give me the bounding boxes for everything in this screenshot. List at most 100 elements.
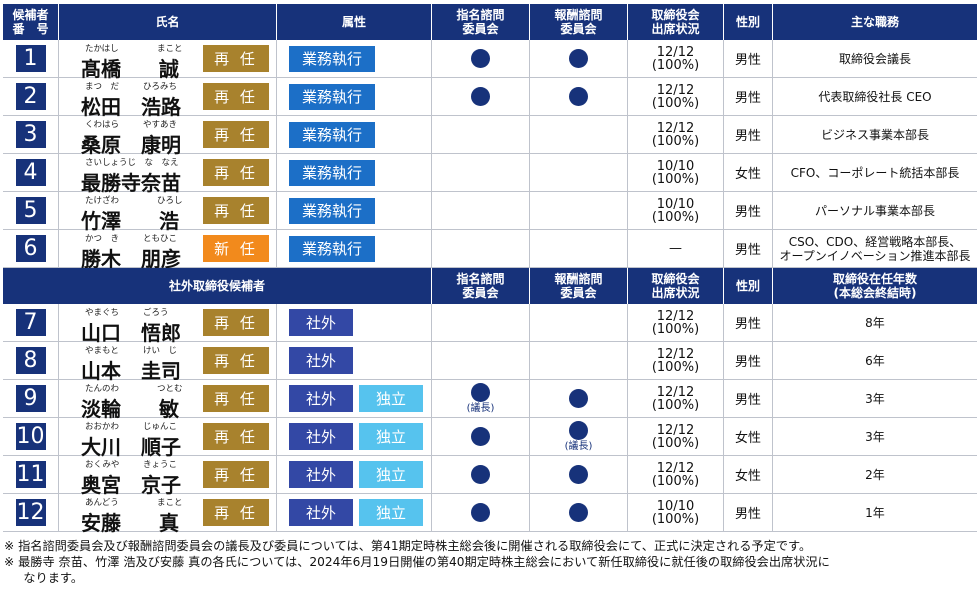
nomination-committee-cell bbox=[432, 494, 530, 531]
name-box: たんのわ 淡輪 つとむ敏 bbox=[81, 381, 199, 421]
committee-mark bbox=[471, 465, 490, 484]
executive-badge: 業務執行 bbox=[289, 235, 375, 262]
outside-badge: 社外 bbox=[289, 347, 353, 374]
header-cell: 報酬諮問 委員会 bbox=[530, 268, 628, 304]
candidate-number: 2 bbox=[15, 83, 46, 110]
gender-cell: 男性 bbox=[724, 116, 773, 153]
candidate-number: 7 bbox=[15, 309, 46, 336]
nomination-committee-cell bbox=[432, 78, 530, 115]
given-name: 順子 bbox=[141, 434, 181, 459]
header-cell: 候補者番 号 bbox=[3, 4, 59, 40]
surname: 勝木 bbox=[81, 246, 121, 271]
independent-badge: 独立 bbox=[359, 499, 423, 526]
given-name: 浩路 bbox=[141, 94, 181, 119]
remuneration-committee-cell bbox=[530, 304, 628, 341]
role: 取締役会議長 bbox=[838, 51, 911, 66]
name-cell: かつ き勝木 ともひこ 朋彦新 任 bbox=[59, 230, 277, 271]
candidate-number-cell: 10 bbox=[3, 418, 59, 455]
given-name: 誠 bbox=[159, 56, 179, 81]
gender-cell: 男性 bbox=[724, 192, 773, 229]
name-box: あんどう 安藤 まこと真 bbox=[81, 495, 199, 535]
role-cell: 3年 bbox=[773, 380, 977, 417]
attribute-badges: 社外 bbox=[277, 347, 431, 374]
furigana: やまもと bbox=[85, 345, 119, 356]
candidate-number-cell: 12 bbox=[3, 494, 59, 531]
member-dot bbox=[569, 465, 588, 484]
attribute-badges: 社外 独立 bbox=[277, 423, 431, 450]
candidate-number: 1 bbox=[15, 45, 46, 72]
furigana: ごろう bbox=[143, 307, 169, 318]
attendance: 12/12 (100%) bbox=[651, 44, 700, 73]
attendance: 12/12 (100%) bbox=[651, 422, 700, 451]
role-cell: 代表取締役社長 CEO bbox=[773, 78, 977, 115]
role-cell: パーソナル事業本部長 bbox=[773, 192, 977, 229]
attendance: 10/10 (100%) bbox=[651, 158, 700, 187]
committee-mark bbox=[569, 465, 588, 484]
attribute-cell: 業務執行 bbox=[277, 154, 432, 191]
attribute-cell: 業務執行 bbox=[277, 230, 432, 267]
gender-cell: 男性 bbox=[724, 230, 773, 267]
header-cell: 社外取締役候補者 bbox=[3, 268, 432, 304]
candidate-number: 6 bbox=[15, 235, 46, 262]
header-cell: 取締役会 出席状況 bbox=[628, 268, 724, 304]
name-box: おおかわ 大川 じゅんこ 順子 bbox=[81, 419, 199, 459]
name-box: かつ き勝木 ともひこ 朋彦 bbox=[81, 231, 199, 271]
surname: 奥宮 bbox=[81, 472, 121, 497]
footnote: ※ 指名諮問委員会及び報酬諮問委員会の議長及び委員については、第41期定時株主総… bbox=[4, 539, 812, 553]
remuneration-committee-cell bbox=[530, 116, 628, 153]
chair-label: (議長) bbox=[466, 403, 495, 414]
independent-badge: 独立 bbox=[359, 461, 423, 488]
name-box: まつ だ松田 ひろみち 浩路 bbox=[81, 79, 199, 119]
executive-badge: 業務執行 bbox=[289, 197, 375, 224]
header-cell: 取締役会 出席状況 bbox=[628, 4, 724, 40]
member-dot bbox=[471, 87, 490, 106]
given-name: 康明 bbox=[141, 132, 181, 157]
name-cell: くわはら 桑原 やすあき 康明再 任 bbox=[59, 116, 277, 157]
header-cell: 報酬諮問 委員会 bbox=[530, 4, 628, 40]
independent-badge: 独立 bbox=[359, 385, 423, 412]
gender-cell: 女性 bbox=[724, 154, 773, 191]
attribute-badges: 業務執行 bbox=[277, 235, 431, 262]
outside-badge: 社外 bbox=[289, 499, 353, 526]
name-cell: やまぐち 山口 ごろう 悟郎再 任 bbox=[59, 304, 277, 345]
gender-cell: 男性 bbox=[724, 380, 773, 417]
status-badge: 再 任 bbox=[203, 159, 269, 186]
status-badge: 再 任 bbox=[203, 309, 269, 336]
nomination-committee-cell bbox=[432, 418, 530, 455]
role: ビジネス事業本部長 bbox=[820, 127, 929, 142]
name-cell: たんのわ 淡輪 つとむ敏再 任 bbox=[59, 380, 277, 421]
remuneration-committee-cell bbox=[530, 192, 628, 229]
surname: 桑原 bbox=[81, 132, 121, 157]
role-cell: 1年 bbox=[773, 494, 977, 531]
given-name: 悟郎 bbox=[141, 320, 181, 345]
committee-mark bbox=[569, 503, 588, 522]
status-badge: 再 任 bbox=[203, 197, 269, 224]
nomination-committee-cell bbox=[432, 342, 530, 379]
attribute-badges: 社外 独立 bbox=[277, 385, 431, 412]
role-cell: 3年 bbox=[773, 418, 977, 455]
surname: 最勝寺奈苗 bbox=[81, 170, 181, 195]
nomination-committee-cell bbox=[432, 116, 530, 153]
outside-badge: 社外 bbox=[289, 385, 353, 412]
attribute-cell: 社外 bbox=[277, 342, 432, 379]
furigana: おくみや bbox=[85, 459, 120, 470]
table-row: 11 おくみや 奥宮 きょうこ 京子再 任社外 独立 12/12 (100%) 女性 2年 bbox=[3, 456, 977, 497]
role-cell: 2年 bbox=[773, 456, 977, 493]
role: 2年 bbox=[865, 467, 885, 482]
furigana: まこと bbox=[157, 43, 183, 54]
role-cell: 取締役会議長 bbox=[773, 40, 977, 77]
given-name: 圭司 bbox=[141, 358, 181, 383]
attribute-badges: 社外 独立 bbox=[277, 461, 431, 488]
remuneration-committee-cell: (議長) bbox=[530, 418, 628, 455]
attribute-cell: 業務執行 bbox=[277, 78, 432, 115]
candidate-number: 9 bbox=[15, 385, 46, 412]
attribute-cell: 業務執行 bbox=[277, 192, 432, 229]
header-cell: 指名諮問 委員会 bbox=[432, 268, 530, 304]
attendance-cell: 10/10 (100%) bbox=[628, 494, 724, 531]
name-box: さいしょうじ な なえ 最勝寺奈苗 bbox=[81, 155, 199, 195]
given-name: 朋彦 bbox=[141, 246, 181, 271]
candidate-number-cell: 1 bbox=[3, 40, 59, 77]
committee-mark bbox=[569, 49, 588, 68]
table-row: 8 やまもと 山本 けい じ圭司再 任社外 12/12 (100%) 男性 6年 bbox=[3, 342, 977, 383]
member-dot bbox=[471, 503, 490, 522]
